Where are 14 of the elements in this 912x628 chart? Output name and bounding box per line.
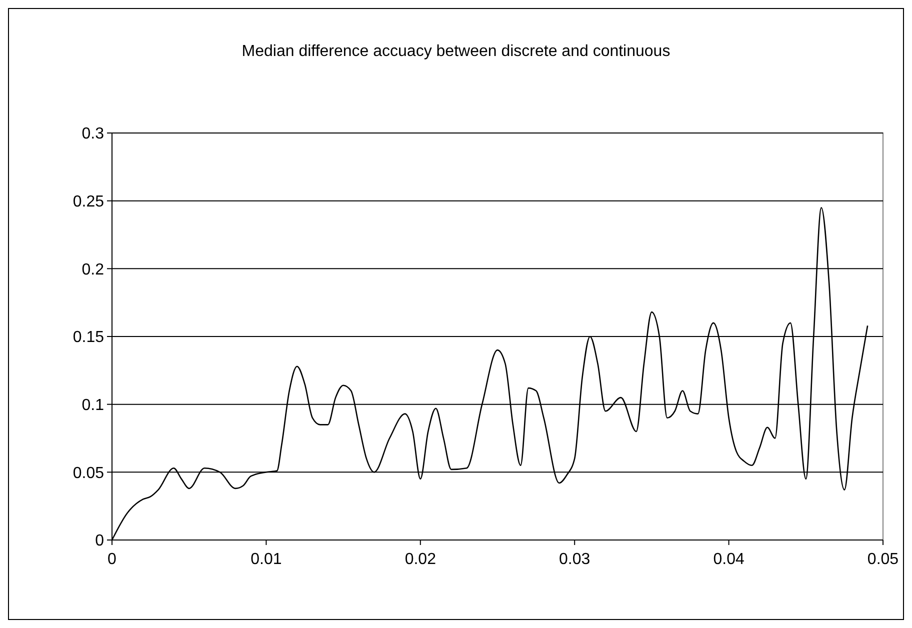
y-tick-label: 0.05 [72,464,104,482]
y-tick-label: 0.2 [82,261,104,278]
x-tick-label: 0.01 [250,551,282,568]
y-tick-label: 0.1 [82,396,104,414]
y-tick-label: 0.25 [72,193,104,210]
x-tick-label: 0.03 [559,551,590,568]
x-tick-label: 0.04 [713,551,744,568]
y-tick-label: 0 [95,532,104,550]
x-tick-label: 0 [108,551,117,568]
x-tick-label: 0.02 [404,551,436,568]
x-tick-label: 0.05 [867,551,899,568]
y-tick-label: 0.3 [82,126,104,143]
y-tick-label: 0.15 [72,329,104,346]
chart-title: Median difference accuacy between discrete and continuous [242,43,670,60]
